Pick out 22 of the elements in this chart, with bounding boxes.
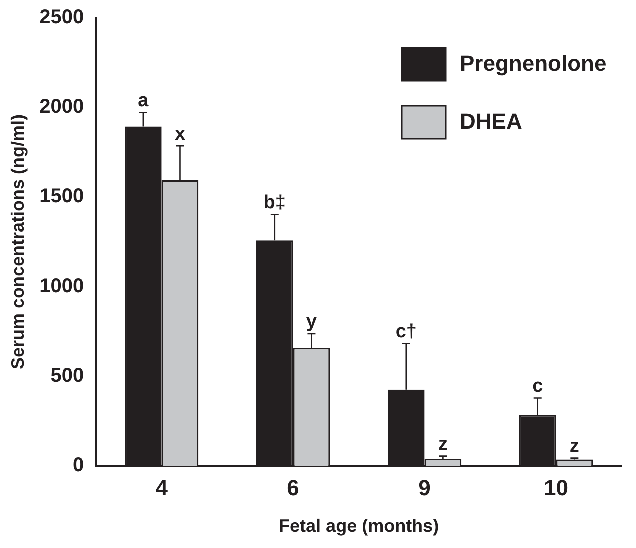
y-tick-label: 1000 — [40, 275, 84, 298]
annotation: b‡ — [264, 192, 286, 214]
x-axis-title: Fetal age (months) — [279, 516, 440, 536]
annotation: a — [138, 90, 150, 112]
y-tick-label: 1500 — [40, 186, 84, 208]
legend-label: DHEA — [460, 109, 522, 134]
x-tick-label: 4 — [156, 475, 169, 500]
annotation: x — [174, 124, 186, 145]
y-axis-title: Serum concentrations (ng/ml) — [8, 114, 28, 370]
legend-label: Pregnenolone — [460, 51, 607, 76]
x-tick-label: 10 — [544, 475, 569, 500]
x-tick-label: 9 — [418, 475, 431, 500]
annotation: z — [570, 436, 580, 458]
annotation: z — [438, 434, 448, 456]
y-tick-label: 2000 — [40, 96, 84, 118]
y-tick-label: 500 — [50, 364, 84, 387]
annotation: c — [532, 376, 544, 397]
y-tick-label: 0 — [72, 454, 84, 477]
annotation: c† — [396, 322, 417, 343]
annotation: y — [306, 312, 318, 333]
y-tick-label: 2500 — [40, 6, 84, 29]
x-tick-label: 6 — [287, 475, 300, 500]
